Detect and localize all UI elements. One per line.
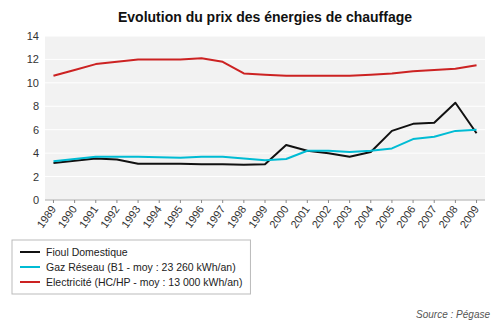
series-line	[53, 58, 476, 76]
x-tick	[265, 200, 266, 203]
x-tick-label: 1997	[203, 203, 227, 230]
x-tick	[413, 200, 414, 203]
y-tick-label: 12	[27, 53, 39, 65]
x-tick-label: 2006	[394, 203, 418, 230]
grid-line	[45, 82, 485, 83]
x-tick-label: 2004	[352, 203, 376, 230]
x-tick-label: 1995	[161, 203, 185, 230]
x-tick	[74, 200, 75, 203]
x-tick	[476, 200, 477, 203]
x-tick	[116, 200, 117, 203]
source-note: Source : Pégase	[416, 309, 490, 320]
x-tick	[349, 200, 350, 203]
x-tick	[307, 200, 308, 203]
series-group	[53, 58, 476, 165]
grid-line	[45, 129, 485, 130]
x-tick-label: 1999	[246, 203, 270, 230]
x-tick-label: 2001	[288, 203, 312, 230]
legend-label: Gaz Réseau (B1 - moy : 23 260 kWh/an)	[46, 261, 236, 273]
x-tick	[138, 200, 139, 203]
grid-line	[45, 153, 485, 154]
x-tick-label: 1992	[98, 203, 122, 230]
y-tick-label: 8	[33, 100, 39, 112]
x-tick	[286, 200, 287, 203]
title: Evolution du prix des énergies de chauff…	[118, 9, 412, 25]
grid-line	[45, 176, 485, 177]
x-tick-label: 1993	[119, 203, 143, 230]
series-line	[53, 103, 476, 165]
x-tick-label: 1989	[34, 203, 58, 230]
x-tick	[243, 200, 244, 203]
x-tick	[180, 200, 181, 203]
x-tick-label: 2003	[330, 203, 354, 230]
x-tick	[95, 200, 96, 203]
x-tick	[328, 200, 329, 203]
series-line	[53, 130, 476, 162]
x-tick-label: 2007	[415, 203, 439, 230]
y-tick-label: 14	[27, 30, 39, 42]
x-tick	[391, 200, 392, 203]
x-tick-label: 1991	[77, 203, 101, 230]
x-tick-label: 2005	[373, 203, 397, 230]
legend-label: Fioul Domestique	[46, 246, 128, 258]
x-tick	[222, 200, 223, 203]
x-tick-label: 2008	[436, 203, 460, 230]
chart: 0246810121419891990199119921993199419951…	[0, 0, 500, 323]
x-tick	[434, 200, 435, 203]
y-tick-label: 2	[33, 171, 39, 183]
x-tick-label: 2000	[267, 203, 291, 230]
y-tick-label: 4	[33, 147, 39, 159]
y-tick-label: 0	[33, 194, 39, 206]
x-tick-label: 1990	[55, 203, 79, 230]
y-tick-label: 6	[33, 124, 39, 136]
y-tick-label: 10	[27, 77, 39, 89]
x-tick	[159, 200, 160, 203]
x-tick-label: 2009	[457, 203, 481, 230]
x-tick-label: 1994	[140, 203, 164, 230]
grid-line	[45, 36, 485, 37]
legend-swatch	[20, 251, 40, 253]
x-tick-label: 1996	[182, 203, 206, 230]
x-tick	[53, 200, 54, 203]
legend-swatch	[20, 266, 40, 268]
x-tick	[201, 200, 202, 203]
x-tick-label: 1998	[225, 203, 249, 230]
grid-line	[45, 59, 485, 60]
plot-area	[45, 36, 485, 200]
legend-swatch	[20, 281, 40, 283]
x-tick	[370, 200, 371, 203]
legend-label: Electricité (HC/HP - moy : 13 000 kWh/an…	[46, 276, 242, 288]
legend: Fioul Domestique Gaz Réseau (B1 - moy : 2…	[12, 240, 250, 294]
legend-box	[12, 240, 250, 294]
x-tick-label: 2002	[309, 203, 333, 230]
x-tick	[455, 200, 456, 203]
grid-line	[45, 106, 485, 107]
